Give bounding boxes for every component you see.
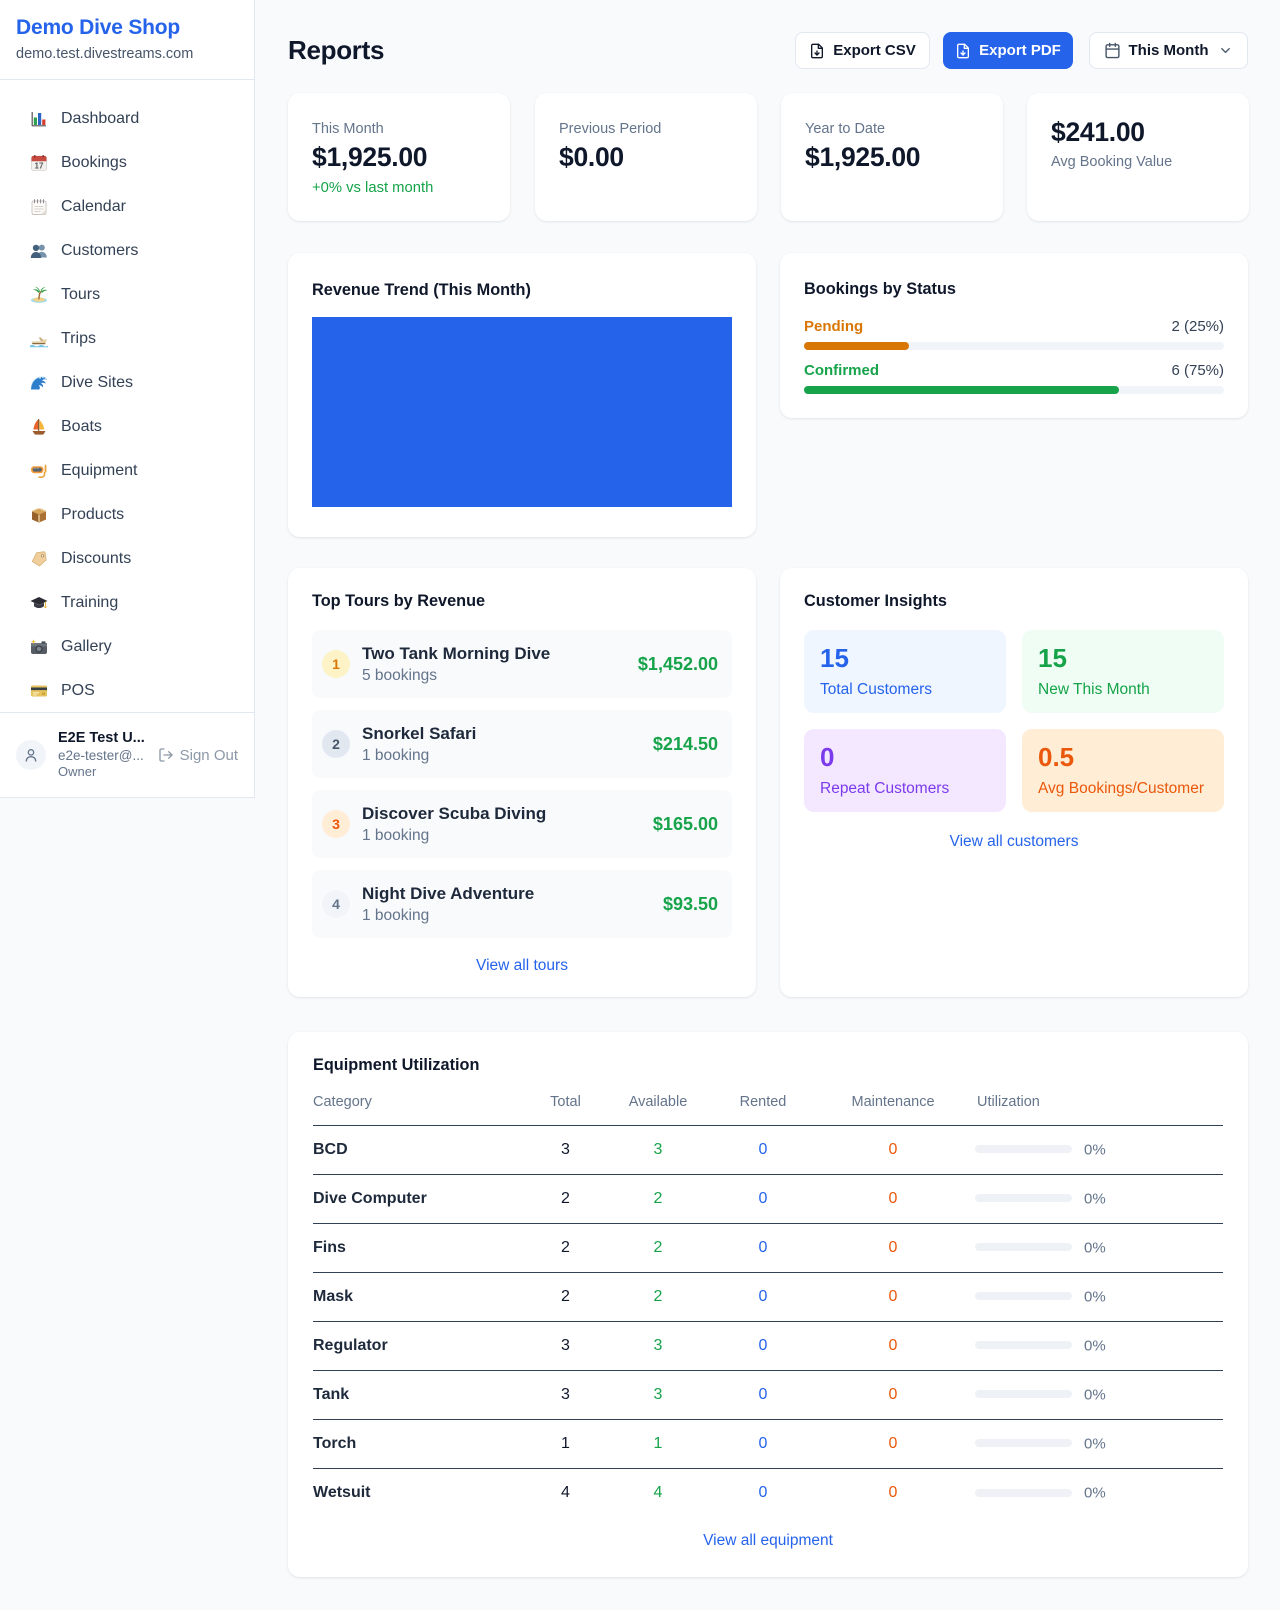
svg-text:17: 17 (35, 161, 44, 170)
